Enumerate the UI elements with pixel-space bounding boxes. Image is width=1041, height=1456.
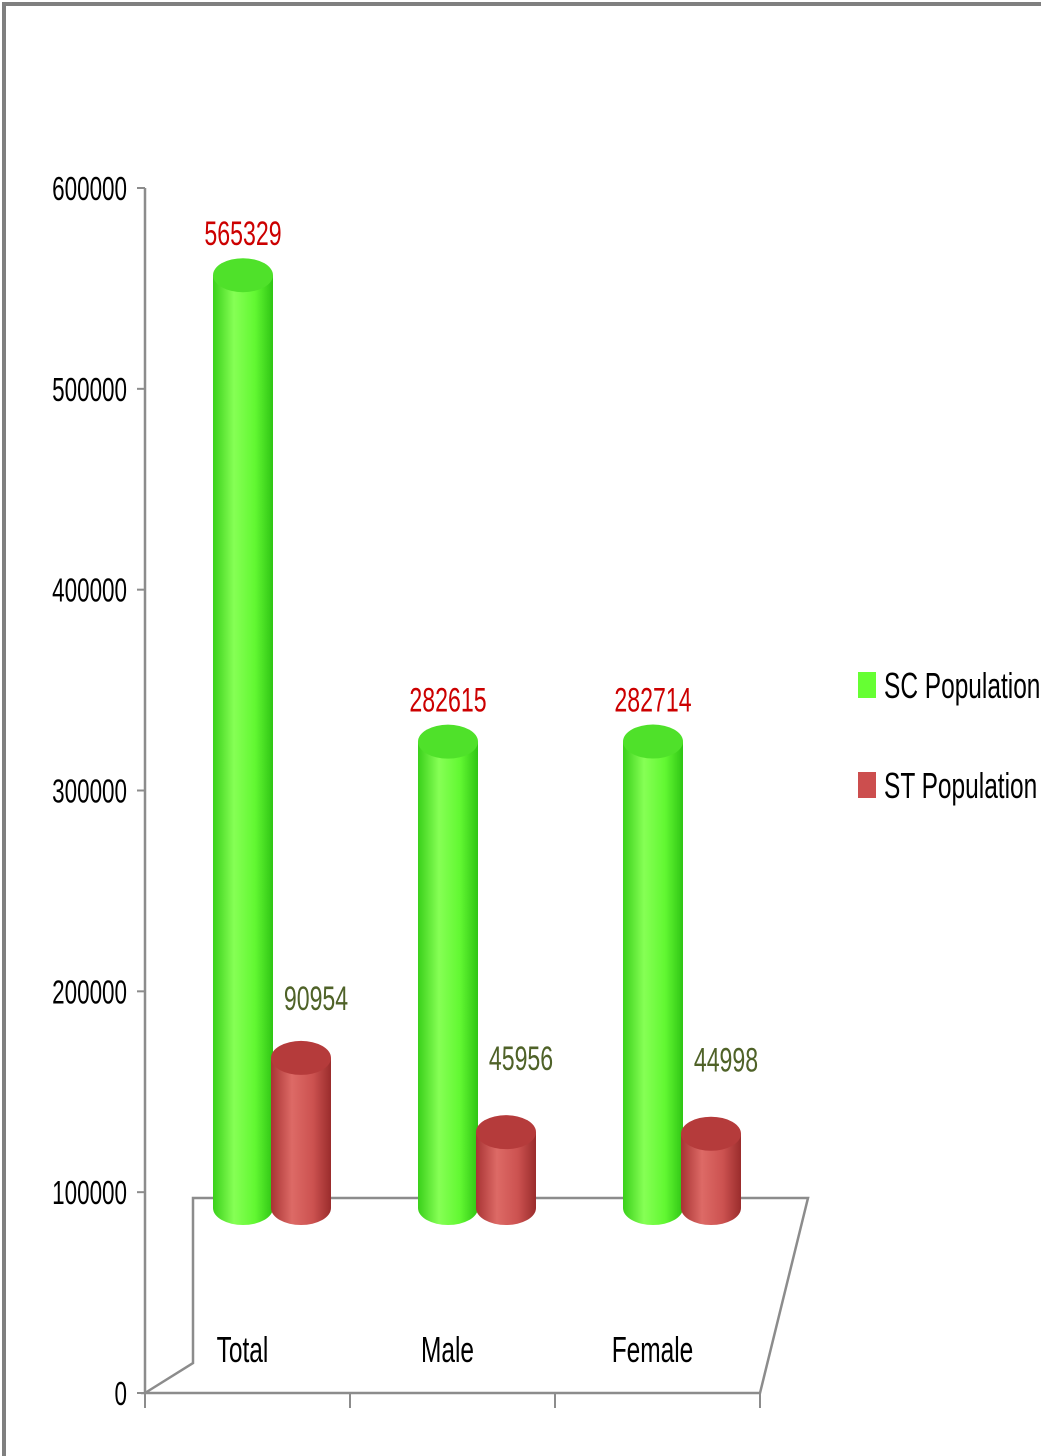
y-tick-label: 500000 — [52, 370, 127, 407]
x-category-label: Female — [612, 1329, 694, 1370]
legend-swatch-st — [858, 772, 876, 798]
y-tick-label: 300000 — [52, 772, 127, 809]
y-tick-label: 100000 — [52, 1174, 127, 1211]
y-tick-label: 200000 — [52, 973, 127, 1010]
bar-top-sc-male — [418, 724, 478, 759]
x-category-label: Total — [217, 1329, 269, 1370]
legend-label-sc: SC Population — [884, 665, 1040, 706]
y-tick-label: 600000 — [52, 170, 127, 207]
bar-sc-total — [213, 275, 273, 1225]
data-label: 565329 — [204, 216, 281, 253]
data-label: 44998 — [694, 1043, 758, 1080]
legend-label-st: ST Population — [884, 765, 1037, 806]
bar-st-female — [681, 1133, 741, 1225]
y-tick-label: 0 — [115, 1375, 127, 1412]
bar-sc-male — [418, 741, 478, 1225]
bar-sc-female — [623, 741, 683, 1225]
bar-st-total — [271, 1057, 331, 1225]
data-label: 90954 — [284, 981, 348, 1018]
legend-swatch-sc — [858, 672, 876, 698]
data-label: 282615 — [409, 682, 486, 719]
x-category-label: Male — [421, 1329, 474, 1370]
bar-top-sc-female — [623, 724, 683, 759]
bar-st-male — [476, 1132, 536, 1225]
bar-top-st-total — [271, 1040, 331, 1075]
data-label: 45956 — [489, 1041, 553, 1078]
bar-top-st-female — [681, 1116, 741, 1151]
y-tick-label: 400000 — [52, 571, 127, 608]
bar-top-sc-total — [213, 258, 273, 293]
data-label: 282714 — [614, 682, 691, 719]
bar-top-st-male — [476, 1115, 536, 1150]
